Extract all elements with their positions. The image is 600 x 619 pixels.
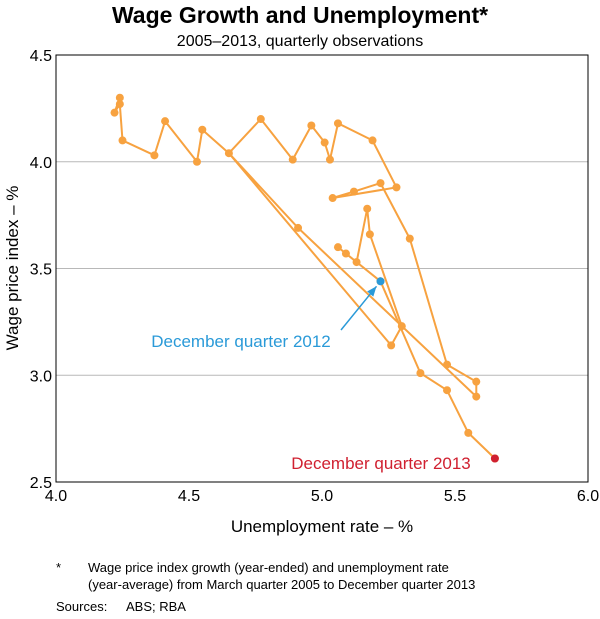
x-tick-labels: 4.0 4.5 5.0 5.5 6.0 xyxy=(45,488,599,505)
data-point xyxy=(328,194,337,203)
footnote-line-1: Wage price index growth (year-ended) and… xyxy=(88,560,449,575)
data-point xyxy=(161,117,170,126)
x-tick-label: 4.5 xyxy=(178,488,200,505)
data-point xyxy=(352,258,361,267)
x-tick-label: 5.5 xyxy=(444,488,466,505)
data-point xyxy=(224,149,233,158)
y-tick-label: 3.0 xyxy=(30,368,52,385)
data-point xyxy=(307,121,316,130)
y-axis-label: Wage price index – % xyxy=(3,186,22,351)
series-line xyxy=(113,97,496,460)
highlight-point-dec-2013 xyxy=(490,454,499,463)
series-points xyxy=(110,93,499,463)
data-point xyxy=(472,377,481,386)
y-tick-label: 3.5 xyxy=(30,262,52,279)
data-point xyxy=(443,360,452,369)
footnote-marker: * xyxy=(56,560,62,575)
data-point xyxy=(198,125,207,134)
data-point xyxy=(294,223,303,232)
data-point xyxy=(464,428,473,437)
data-point xyxy=(376,179,385,188)
x-tick-label: 5.0 xyxy=(311,488,333,505)
chart-canvas: 4.0 4.5 5.0 5.5 6.0 2.5 3.0 3.5 4.0 4.5 December… xyxy=(3,48,599,536)
data-point xyxy=(115,100,124,109)
data-point xyxy=(368,136,377,145)
annotation-label-dec-2013: December quarter 2013 xyxy=(291,454,471,473)
data-point xyxy=(472,392,481,401)
annotation-label-dec-2012: December quarter 2012 xyxy=(151,332,331,351)
data-point xyxy=(320,138,329,147)
data-point xyxy=(405,234,414,243)
data-point xyxy=(387,341,396,350)
chart-title: Wage Growth and Unemployment* xyxy=(111,2,489,28)
y-tick-label: 4.5 xyxy=(30,48,52,65)
plot-frame xyxy=(55,54,589,483)
data-point xyxy=(110,108,119,117)
data-point xyxy=(115,93,124,102)
y-tick-label: 2.5 xyxy=(30,475,52,492)
sources-text: ABS; RBA xyxy=(126,599,186,614)
data-point xyxy=(118,136,127,145)
footnote-line-2: (year-average) from March quarter 2005 t… xyxy=(88,577,476,592)
series-path xyxy=(113,97,496,460)
data-point xyxy=(397,322,406,331)
data-point xyxy=(392,183,401,192)
grid-lines xyxy=(56,161,588,376)
annotation-arrow-head xyxy=(367,286,377,297)
data-point xyxy=(288,155,297,164)
data-point xyxy=(325,155,334,164)
data-point xyxy=(256,115,265,124)
data-point xyxy=(363,204,372,213)
annotations: December quarter 2012 December quarter 20… xyxy=(151,277,499,473)
data-point xyxy=(341,249,350,258)
data-point xyxy=(333,119,342,128)
data-point xyxy=(349,187,358,196)
chart-subtitle: 2005–2013, quarterly observations xyxy=(176,33,424,50)
data-point xyxy=(150,151,159,160)
sources-label: Sources: xyxy=(56,599,108,614)
data-point xyxy=(333,243,342,252)
data-point xyxy=(365,230,374,239)
x-axis-label: Unemployment rate – % xyxy=(231,517,413,536)
y-tick-labels: 2.5 3.0 3.5 4.0 4.5 xyxy=(30,48,52,492)
data-point xyxy=(192,157,201,166)
data-point xyxy=(443,386,452,395)
x-tick-label: 6.0 xyxy=(577,488,599,505)
x-tick-label: 4.0 xyxy=(45,488,67,505)
highlight-point-dec-2012 xyxy=(376,277,385,286)
data-point xyxy=(416,369,425,378)
y-tick-label: 4.0 xyxy=(30,155,52,172)
